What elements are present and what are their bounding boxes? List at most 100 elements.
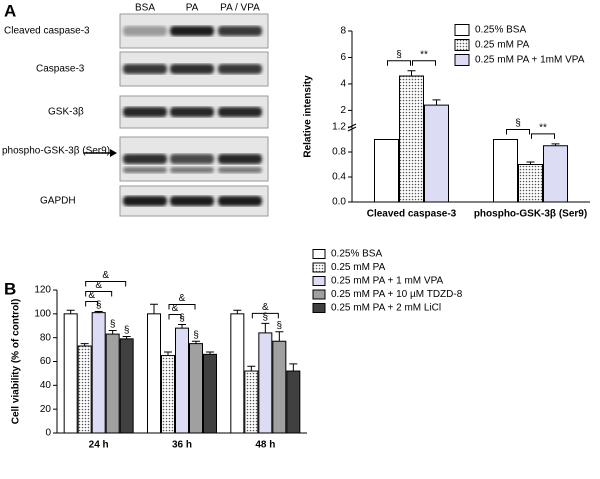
significance-mark: & <box>95 280 102 291</box>
significance-mark: § <box>96 300 102 311</box>
significance-bracket <box>168 304 196 310</box>
y-tick-label: 80 <box>40 332 52 343</box>
legend-label: 0.25 mM PA <box>475 40 530 51</box>
legend-swatch <box>454 39 470 51</box>
arrow-head <box>110 149 117 157</box>
error-bar <box>192 340 200 344</box>
y-tick-label: 60 <box>40 356 52 367</box>
legend-swatch <box>312 289 326 300</box>
y-tick-label: 20 <box>40 404 52 415</box>
bar <box>374 139 399 203</box>
legend-swatch <box>454 54 470 66</box>
significance-mark: & <box>179 293 186 304</box>
error-bar <box>289 363 298 372</box>
error-bar <box>66 309 75 314</box>
significance-mark: § <box>515 118 521 129</box>
bar <box>175 327 189 434</box>
y-tick-label: 6 <box>340 52 346 63</box>
legend-label: 0.25 mM PA <box>331 262 386 273</box>
y-tick-label: 0.8 <box>332 147 346 158</box>
blot-band <box>123 154 167 164</box>
error-bar <box>108 330 117 335</box>
y-tick-label: 0.4 <box>332 172 346 183</box>
error-bar <box>206 351 214 355</box>
error-bar <box>122 335 131 339</box>
row-label: GSK-3β <box>48 107 84 118</box>
y-tick-label: 100 <box>34 308 51 319</box>
error-bar <box>275 331 284 342</box>
axis-break <box>347 126 357 132</box>
x-tick-label: 48 h <box>255 440 275 451</box>
legend-label: 0.25 mM PA + 1mM VPA <box>475 55 585 66</box>
blot-band <box>170 167 214 173</box>
blot-band <box>170 154 214 164</box>
blot-band <box>218 167 262 173</box>
error-bar <box>407 70 416 76</box>
significance-mark: § <box>263 312 269 323</box>
significance-bracket <box>251 312 279 319</box>
bar <box>230 313 245 434</box>
significance-mark: & <box>88 290 95 301</box>
blot-band <box>170 26 214 36</box>
legend-label: 0.25 mM PA + 1 mM VPA <box>331 276 443 287</box>
blot-band <box>123 107 167 117</box>
x-tick-label: Cleaved caspase-3 <box>367 209 457 220</box>
blot-band <box>218 26 262 36</box>
significance-bracket <box>85 290 113 297</box>
y-tick-label: 4 <box>340 79 346 90</box>
blot-band <box>218 107 262 117</box>
error-bar <box>164 351 172 356</box>
error-bar <box>551 143 560 146</box>
bar <box>189 343 203 434</box>
bar <box>272 340 287 434</box>
bar <box>518 164 543 203</box>
bar <box>399 75 424 203</box>
significance-mark: & <box>262 302 269 313</box>
bar <box>424 104 449 203</box>
y-tick-label: 0.0 <box>332 197 346 208</box>
significance-bracket <box>85 300 99 307</box>
bar <box>105 333 120 434</box>
significance-mark: ** <box>539 123 547 134</box>
error-bar <box>526 161 535 165</box>
bar <box>203 353 217 434</box>
error-bar <box>247 365 256 372</box>
blot-band <box>218 196 262 206</box>
significance-bracket <box>531 133 555 139</box>
x-tick-label: 36 h <box>172 440 192 451</box>
bar <box>543 145 568 203</box>
significance-mark: § <box>396 49 402 60</box>
y-tick-label: 1.2 <box>332 122 346 133</box>
bar <box>161 355 175 434</box>
significance-bracket <box>168 314 182 320</box>
significance-bracket <box>85 280 127 287</box>
panel-label: A <box>4 1 16 20</box>
error-bar <box>80 343 89 347</box>
blot-band <box>218 154 262 164</box>
blot-band <box>170 107 214 117</box>
legend-swatch <box>312 249 326 259</box>
legend-label: 0.25 mM PA + 10 µM TDZD-8 <box>331 289 463 300</box>
significance-bracket <box>412 60 436 66</box>
y-axis-label: Cell viability (% of control) <box>11 299 22 425</box>
row-label: Cleaved caspase-3 <box>4 26 90 37</box>
blot-band <box>123 167 167 173</box>
significance-mark: § <box>277 320 283 331</box>
error-bar <box>233 309 242 314</box>
blot-band <box>170 196 214 206</box>
legend-swatch <box>312 262 326 273</box>
legend-label: 0.25% BSA <box>331 249 382 260</box>
significance-mark: & <box>102 270 109 281</box>
lane-label: BSA <box>135 3 155 14</box>
significance-mark: § <box>193 330 199 341</box>
bar <box>147 313 161 434</box>
bar <box>91 312 106 434</box>
bar <box>77 345 92 434</box>
row-label: Caspase-3 <box>36 64 85 75</box>
panel-label: B <box>4 279 16 298</box>
y-tick-label: 2 <box>340 105 346 116</box>
legend-swatch <box>312 303 326 313</box>
significance-mark: & <box>172 303 179 314</box>
bar <box>244 370 259 434</box>
legend-swatch <box>454 24 470 36</box>
